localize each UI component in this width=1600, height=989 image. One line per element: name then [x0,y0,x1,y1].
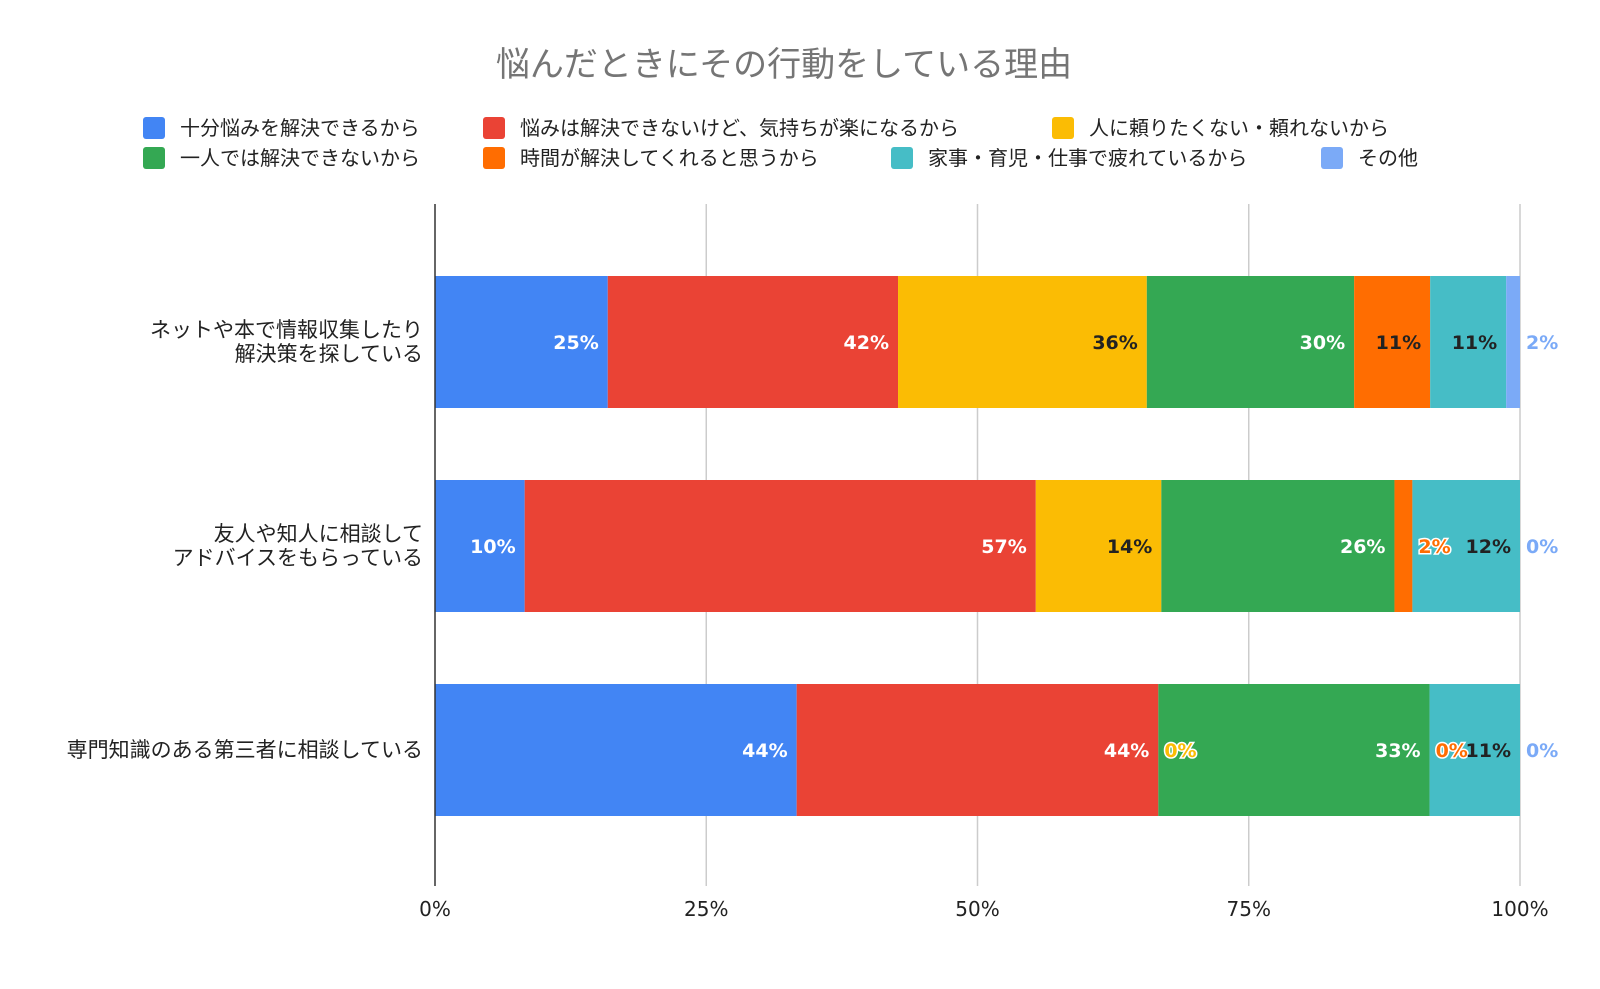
data-label: 11% [1452,332,1497,354]
data-label: 11% [1466,740,1511,762]
bar-segment [1430,276,1507,408]
bar-segment [898,276,1147,408]
category-label: 解決策を探している [235,342,423,366]
legend-label-5: 家事・育児・仕事で疲れているから [928,146,1247,170]
data-label: 2% [1526,332,1558,354]
data-label: 42% [844,332,889,354]
bar-segment [607,276,899,408]
legend-swatch-0 [143,117,165,139]
data-label: 11% [1376,332,1421,354]
data-label: 0% [1164,740,1196,762]
legend-swatch-1 [483,117,505,139]
chart-title: 悩んだときにその行動をしている理由 [496,45,1072,85]
bars [435,276,1520,816]
data-label: 0% [1526,536,1558,558]
bar-segment [796,684,1159,816]
bar-segment [435,480,525,612]
legend-swatch-3 [143,147,165,169]
legend-swatch-6 [1321,147,1343,169]
data-label: 2% [1418,536,1450,558]
x-axis-ticks: 0% 25% 50% 75% 100% [419,897,1548,921]
data-label: 25% [553,332,598,354]
bar-segment [1146,276,1355,408]
data-label: 10% [470,536,515,558]
bar-segment [1394,480,1413,612]
bar-segment [1354,276,1431,408]
data-label: 44% [742,740,787,762]
legend-swatch-2 [1052,117,1074,139]
bar-segment [1158,684,1430,816]
legend-label-6: その他 [1358,146,1418,170]
data-label: 33% [1375,740,1420,762]
data-label: 12% [1466,536,1511,558]
data-label: 57% [981,536,1026,558]
data-label: 0% [1526,740,1558,762]
category-labels: ネットや本で情報収集したり解決策を探している友人や知人に相談してアドバイスをもら… [67,318,423,762]
data-label: 0% [1436,740,1468,762]
legend-label-0: 十分悩みを解決できるから [180,116,420,140]
data-label: 26% [1340,536,1385,558]
bar-segment [1429,684,1520,816]
bar-segment [1506,276,1520,408]
category-label: ネットや本で情報収集したり [150,318,423,342]
legend-label-3: 一人では解決できないから [180,146,420,170]
data-labels: 25% 42% 36% 30% 11% 11% 2% 10% 57% 14% 26% 2% 12% 0% 4… [470,331,1560,764]
category-label: 友人や知人に相談して [214,522,423,546]
bar-segment [1412,480,1520,612]
category-label: 専門知識のある第三者に相談している [67,738,423,762]
data-label: 14% [1107,536,1152,558]
legend: 十分悩みを解決できるから 悩みは解決できないけど、気持ちが楽になるから 人に頼りたく… [143,116,1418,170]
bar-segment [524,480,1036,612]
legend-label-2: 人に頼りたくない・頼れないから [1089,116,1389,140]
bar-segment [1035,480,1162,612]
legend-swatch-5 [891,147,913,169]
x-tick-label: 75% [1227,897,1271,921]
bar-segment [435,684,797,816]
x-tick-label: 100% [1491,897,1548,921]
legend-label-4: 時間が解決してくれると思うから [520,146,819,170]
bar-segment [1161,480,1395,612]
legend-swatch-4 [483,147,505,169]
data-label: 30% [1300,332,1345,354]
data-label: 36% [1092,332,1137,354]
data-label: 44% [1104,740,1149,762]
category-label: アドバイスをもらっている [173,546,423,570]
bar-segment [435,276,608,408]
x-tick-label: 25% [684,897,728,921]
legend-label-1: 悩みは解決できないけど、気持ちが楽になるから [520,116,959,140]
x-tick-label: 0% [419,897,451,921]
x-tick-label: 50% [955,897,999,921]
